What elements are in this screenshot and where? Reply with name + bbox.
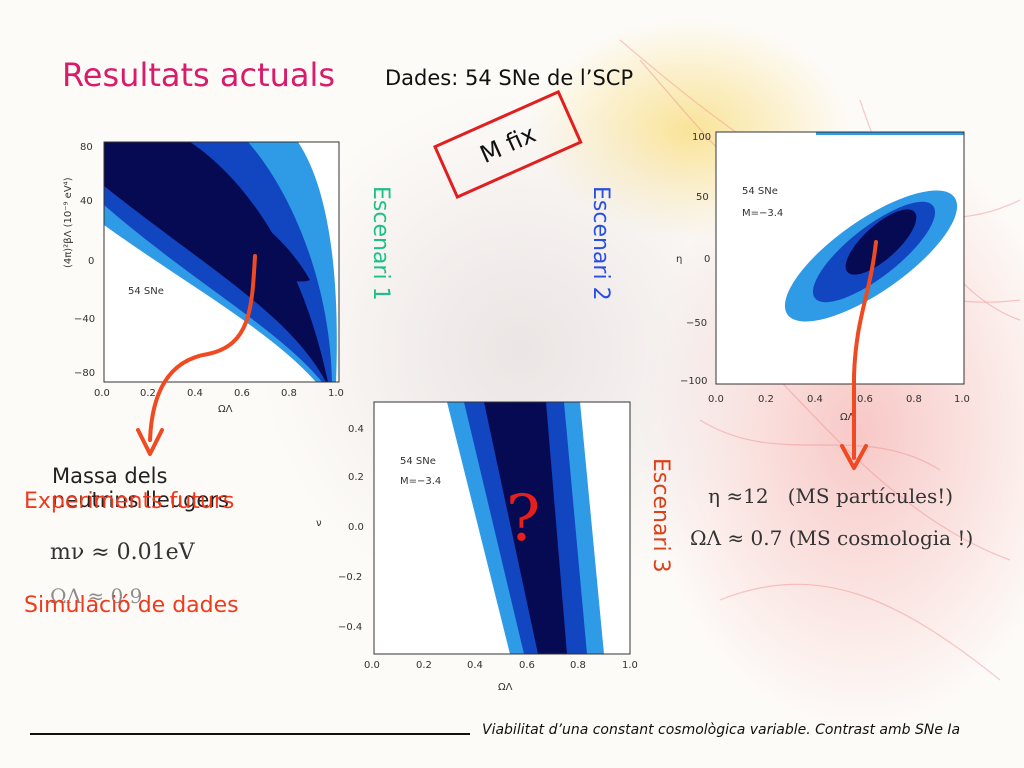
- contour-inner: [484, 402, 567, 654]
- plot3-yticks: 0.4 0.2 0.0 −0.2 −0.4: [338, 424, 364, 633]
- plot2-ytick: 50: [696, 192, 709, 203]
- neutrino-mass-text: Massa dels neutrins lleugers: [52, 464, 229, 512]
- contour-inner: [845, 209, 917, 275]
- plot2-xtick: 0.4: [807, 394, 823, 405]
- future-experiments-label: Experiments futurs: [24, 489, 235, 514]
- plot2-xlabel: ΩΛ: [840, 412, 855, 423]
- plot2-xtick: 0.8: [906, 394, 922, 405]
- footer-divider: [30, 733, 470, 735]
- plot1-ytick: 40: [80, 196, 93, 207]
- footer-text: Viabilitat d’una constant cosmològica va…: [482, 722, 961, 738]
- plot2-xtick: 0.0: [708, 394, 724, 405]
- data-simulation-label: Simulació de dades: [24, 593, 239, 618]
- plot3-ytick: −0.2: [338, 572, 362, 583]
- plot2-ylabel: η: [676, 254, 682, 265]
- plot3-xticks: 0.0 0.2 0.4 0.6 0.8 1.0: [364, 660, 638, 671]
- plot1-xtick: 1.0: [328, 388, 344, 399]
- scenario-3-label: Escenari 3: [648, 458, 673, 573]
- plot2-ytick: −100: [680, 376, 707, 387]
- plot3-xtick: 0.6: [519, 660, 535, 671]
- plot3-ytick: 0.0: [348, 522, 364, 533]
- plot3-label-1: 54 SNe: [400, 456, 436, 467]
- plot2-ytick: 100: [692, 132, 711, 143]
- plot2-xtick: 0.6: [857, 394, 873, 405]
- plot1-ytick: 0: [88, 256, 94, 267]
- plot1-label: 54 SNe: [128, 286, 164, 297]
- page-subtitle: Dades: 54 SNe de l’SCP: [385, 66, 634, 90]
- plot3-xtick: 0.8: [570, 660, 586, 671]
- plot-scenario-3: 54 SNe M=−3.4 ν ΩΛ 0.4 0.2 0.0 −0.2 −0.4…: [316, 401, 638, 693]
- plot2-xtick: 0.2: [758, 394, 774, 405]
- contour-island: [150, 186, 310, 282]
- plot2-ytick: −50: [686, 318, 707, 329]
- plot3-ytick: −0.4: [338, 622, 362, 633]
- plot1-xtick: 0.2: [140, 388, 156, 399]
- plot2-ytick: 0: [704, 254, 710, 265]
- plot2-xtick: 1.0: [954, 394, 970, 405]
- plot1-ytick: −40: [74, 314, 95, 325]
- plot3-xtick: 1.0: [622, 660, 638, 671]
- plot2-xticks: 0.0 0.2 0.4 0.6 0.8 1.0: [708, 394, 970, 405]
- neutrino-mass-equation: mν ≈ 0.01eV: [50, 540, 195, 565]
- plot3-ylabel: ν: [316, 518, 322, 529]
- plot3-xlabel: ΩΛ: [498, 682, 513, 693]
- plot1-xtick: 0.8: [281, 388, 297, 399]
- plot1-ytick: −80: [74, 368, 95, 379]
- page-title: Resultats actuals: [62, 56, 336, 94]
- plot2-yticks: 100 50 0 −50 −100: [680, 132, 711, 387]
- plot3-xtick: 0.0: [364, 660, 380, 671]
- plot3-ytick: 0.4: [348, 424, 364, 435]
- plot2-label-2: M=−3.4: [742, 208, 783, 219]
- plot1-ylabel: (4π)²βΛ (10⁻⁹ eV⁴): [63, 177, 74, 268]
- eta-result: η ≈12 (MS partícules!): [708, 484, 954, 508]
- omega-result: ΩΛ ≈ 0.7 (MS cosmologia !): [690, 526, 974, 550]
- omega-lambda-equation: ΩΛ ≈ 0.9: [50, 584, 143, 608]
- arrow-scenario-1: [136, 254, 257, 456]
- arrow-scenario-2: [840, 240, 878, 470]
- plot2-label-1: 54 SNe: [742, 186, 778, 197]
- plot-scenario-2: 54 SNe M=−3.4 η ΩΛ 100 50 0 −50 −100 0.0…: [676, 131, 970, 423]
- plot3-xtick: 0.2: [416, 660, 432, 671]
- plot1-xtick: 0.0: [94, 388, 110, 399]
- scenario-2-label: Escenari 2: [588, 186, 613, 301]
- plot1-xticks: 0.0 0.2 0.4 0.6 0.8 1.0: [94, 388, 344, 399]
- plot1-ytick: 80: [80, 142, 93, 153]
- scenario-1-label: Escenari 1: [368, 186, 393, 301]
- plot-scenario-1: 54 SNe (4π)²βΛ (10⁻⁹ eV⁴) ΩΛ 80 40 0 −40…: [63, 141, 344, 415]
- plot3-ytick: 0.2: [348, 472, 364, 483]
- plot1-yticks: 80 40 0 −40 −80: [74, 142, 95, 379]
- plot1-xlabel: ΩΛ: [218, 404, 233, 415]
- plot3-label-2: M=−3.4: [400, 476, 441, 487]
- plot1-xtick: 0.4: [187, 388, 203, 399]
- contour-inner: [104, 142, 328, 382]
- question-mark: ?: [506, 482, 541, 556]
- plot1-xtick: 0.6: [234, 388, 250, 399]
- plot3-xtick: 0.4: [467, 660, 483, 671]
